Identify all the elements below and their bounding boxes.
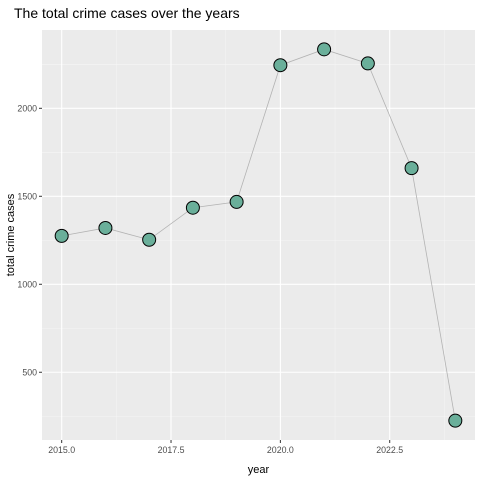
- chart-title: The total crime cases over the years: [14, 5, 240, 21]
- y-tick-label: 1500: [17, 191, 37, 201]
- x-axis-title: year: [248, 464, 270, 476]
- data-point: [185, 200, 200, 215]
- data-point: [360, 56, 375, 71]
- x-tick-label: 2020.0: [267, 445, 294, 455]
- y-axis-ticks: 500 1000 1500 2000: [17, 103, 42, 377]
- x-tick-label: 2017.5: [158, 445, 185, 455]
- major-gridlines: [42, 30, 475, 440]
- y-tick-label: 2000: [17, 103, 37, 113]
- x-tick-label: 2022.5: [376, 445, 403, 455]
- y-tick-label: 1000: [17, 279, 37, 289]
- x-tick-label: 2015.0: [48, 445, 75, 455]
- data-point: [142, 232, 157, 247]
- plot-panel: [42, 30, 475, 440]
- minor-gridlines: [42, 30, 475, 440]
- x-axis-ticks: 2015.0 2017.5 2020.0 2022.5: [48, 440, 403, 455]
- series-line: [61, 48, 456, 421]
- data-point: [54, 228, 69, 243]
- y-tick-label: 500: [22, 367, 37, 377]
- data-point: [404, 161, 419, 176]
- data-point: [229, 194, 244, 209]
- y-axis-title: total crime cases: [5, 193, 17, 276]
- data-point: [98, 220, 113, 235]
- data-point: [448, 413, 463, 428]
- data-point: [317, 42, 332, 57]
- data-points: [54, 42, 463, 428]
- data-point: [273, 58, 288, 73]
